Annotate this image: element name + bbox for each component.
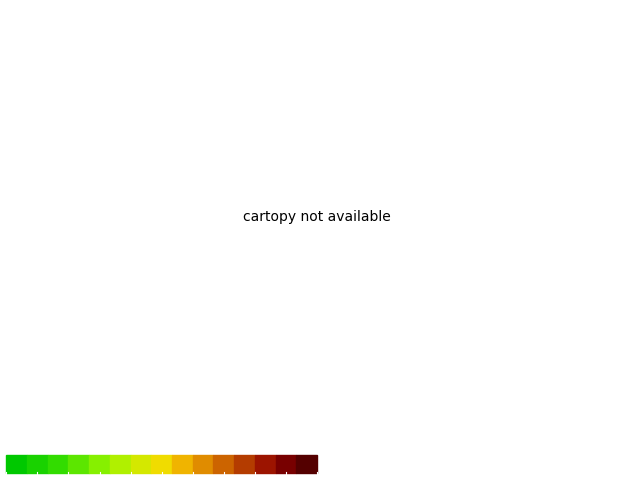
Bar	[131, 455, 152, 473]
Bar	[296, 455, 317, 473]
Bar	[172, 455, 193, 473]
Text: 16: 16	[248, 477, 262, 487]
Text: 10: 10	[155, 477, 169, 487]
Text: cartopy not available: cartopy not available	[243, 210, 391, 224]
Bar	[6, 455, 27, 473]
Text: 12: 12	[186, 477, 200, 487]
Bar	[110, 455, 131, 473]
Bar	[89, 455, 110, 473]
Bar	[48, 455, 68, 473]
Bar	[276, 455, 296, 473]
Text: 14: 14	[217, 477, 231, 487]
Bar	[27, 455, 48, 473]
Text: 18: 18	[279, 477, 293, 487]
Text: 0: 0	[3, 477, 10, 487]
Bar	[152, 455, 172, 473]
Text: 8: 8	[127, 477, 134, 487]
Text: 4: 4	[65, 477, 72, 487]
Text: 20: 20	[310, 477, 324, 487]
Bar	[193, 455, 214, 473]
Text: 6: 6	[96, 477, 103, 487]
Text: Height 500 hPa Spread mean+σ [gpdm] ECMWF   Sa 25-05-2024 00:00 UTC (00+24): Height 500 hPa Spread mean+σ [gpdm] ECMW…	[6, 438, 541, 451]
Text: 2: 2	[34, 477, 41, 487]
Bar	[214, 455, 234, 473]
Bar	[255, 455, 276, 473]
Bar	[68, 455, 89, 473]
Bar	[234, 455, 255, 473]
